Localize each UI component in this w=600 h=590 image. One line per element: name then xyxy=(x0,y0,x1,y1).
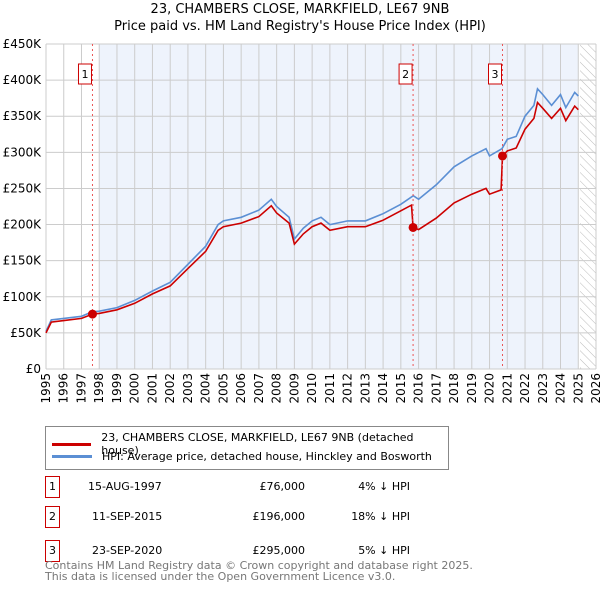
sale-date: 15-AUG-1997 xyxy=(88,480,162,493)
x-tick-label: 1995 xyxy=(39,373,53,404)
ownership-shade xyxy=(99,44,579,369)
y-tick-label: £250K xyxy=(3,181,43,195)
x-tick-label: 2008 xyxy=(270,373,284,404)
sale-label-box xyxy=(488,63,502,85)
sale-label: 1 xyxy=(81,68,88,81)
sale-row: 2 11-SEP-2015 £196,000 18% ↓ HPI xyxy=(45,506,410,528)
x-tick-label: 2016 xyxy=(412,373,426,404)
x-tick-label: 2025 xyxy=(571,373,585,404)
y-tick-label: £0 xyxy=(26,362,41,376)
x-tick-label: 2018 xyxy=(447,373,461,404)
y-tick-label: £450K xyxy=(3,37,43,51)
x-tick-label: 2003 xyxy=(181,373,195,404)
legend-swatch-property xyxy=(52,442,92,446)
x-tick-label: 2005 xyxy=(216,373,230,404)
sale-price: £76,000 xyxy=(259,480,306,493)
x-tick-label: 2023 xyxy=(536,373,550,404)
y-tick-label: £150K xyxy=(3,254,43,268)
legend: 23, CHAMBERS CLOSE, MARKFIELD, LE67 9NB … xyxy=(45,426,449,470)
x-tick-label: 1999 xyxy=(110,373,124,404)
legend-label-hpi: HPI: Average price, detached house, Hinc… xyxy=(102,450,432,463)
x-tick-label: 2012 xyxy=(341,373,355,404)
legend-swatch-hpi xyxy=(52,455,92,458)
hpi-line xyxy=(45,87,579,332)
line-chart: 1995 1996 1997 1998 1999 2000 2001 2002 2003 2004… xyxy=(3,37,600,404)
x-tick-label: 2013 xyxy=(358,373,372,404)
sale-price: £196,000 xyxy=(252,510,306,523)
x-tick-label: 2000 xyxy=(128,373,142,404)
x-tick-label: 2004 xyxy=(199,373,213,404)
sale-hpi-diff: 18% ↓ HPI xyxy=(351,510,410,523)
x-tick-label: 2022 xyxy=(518,373,532,404)
sale-date: 11-SEP-2015 xyxy=(92,510,163,523)
sale-badge: 2 xyxy=(45,506,60,528)
x-tick-label: 2026 xyxy=(589,373,600,404)
sale-date: 23-SEP-2020 xyxy=(92,544,163,557)
sale-row: 1 15-AUG-1997 £76,000 4% ↓ HPI xyxy=(45,476,410,498)
sale-point xyxy=(87,309,97,319)
x-tick-label: 2009 xyxy=(287,373,301,404)
footer-copyright: Contains HM Land Registry data © Crown c… xyxy=(45,559,473,572)
x-tick-label: 2014 xyxy=(376,373,390,404)
x-tick-label: 2010 xyxy=(305,373,319,404)
y-tick-label: £50K xyxy=(10,326,42,340)
footer-licence: This data is licensed under the Open Gov… xyxy=(45,570,396,583)
x-tick-label: 2015 xyxy=(394,373,408,404)
x-tick-label: 2001 xyxy=(145,373,159,404)
sale-label: 3 xyxy=(492,68,499,81)
sale-label-box xyxy=(398,63,413,85)
sale-point xyxy=(408,222,418,232)
x-tick-label: 2002 xyxy=(163,373,177,404)
y-tick-label: £100K xyxy=(3,290,43,304)
y-tick-label: £200K xyxy=(3,218,43,232)
x-tick-label: 2007 xyxy=(252,373,266,404)
forecast-hatch xyxy=(580,44,596,369)
x-tick-label: 1998 xyxy=(92,373,106,404)
x-tick-label: 2011 xyxy=(323,373,337,404)
sale-badge: 1 xyxy=(45,476,60,498)
sale-label-box xyxy=(77,63,92,85)
x-tick-label: 2021 xyxy=(500,373,514,404)
sale-point xyxy=(498,151,507,161)
y-tick-label: £300K xyxy=(3,145,43,159)
x-tick-label: 1996 xyxy=(57,373,71,404)
chart-title: 23, CHAMBERS CLOSE, MARKFIELD, LE67 9NB xyxy=(150,2,450,17)
sale-hpi-diff: 5% ↓ HPI xyxy=(358,544,410,557)
sale-badge: 3 xyxy=(45,540,60,562)
sale-hpi-diff: 4% ↓ HPI xyxy=(358,480,410,493)
x-tick-label: 1997 xyxy=(74,373,88,404)
x-tick-label: 2024 xyxy=(554,373,568,404)
property-price-line xyxy=(45,100,579,334)
x-tick-label: 2017 xyxy=(429,373,443,404)
legend-label-property: 23, CHAMBERS CLOSE, MARKFIELD, LE67 9NB … xyxy=(101,431,414,457)
x-tick-label: 2006 xyxy=(234,373,248,404)
y-tick-label: £400K xyxy=(3,73,43,87)
chart-subtitle: Price paid vs. HM Land Registry's House … xyxy=(114,19,486,34)
x-tick-label: 2019 xyxy=(465,373,479,404)
sale-price: £295,000 xyxy=(252,544,306,557)
y-tick-label: £350K xyxy=(3,109,43,123)
sale-label: 2 xyxy=(402,68,409,81)
sale-row: 3 23-SEP-2020 £295,000 5% ↓ HPI xyxy=(45,540,410,562)
x-tick-label: 2020 xyxy=(483,373,497,404)
